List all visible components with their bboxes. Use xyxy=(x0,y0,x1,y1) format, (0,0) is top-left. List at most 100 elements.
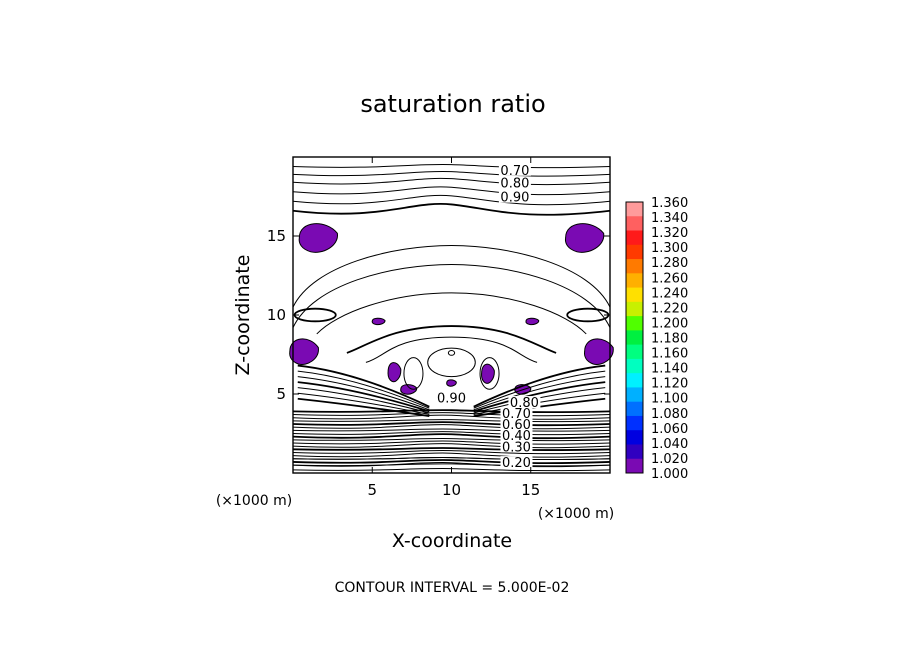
colorbar-swatch xyxy=(626,415,643,431)
contour-line xyxy=(292,194,611,206)
colorbar-swatch xyxy=(626,444,643,460)
colorbar-swatch xyxy=(626,358,643,374)
colorbar-swatch xyxy=(626,259,643,274)
contour-labels: 0.700.800.900.90 0.800.700.600.400.300.20 xyxy=(435,163,541,471)
contour-line xyxy=(292,431,611,436)
colorbar-swatch xyxy=(626,287,643,303)
y-axis-title: Z-coordinate xyxy=(232,255,254,376)
contour-line xyxy=(473,370,606,409)
contour-line xyxy=(297,376,430,411)
contour-interval-note: CONTOUR INTERVAL = 5.000E-02 xyxy=(335,580,570,596)
contour-lines xyxy=(292,164,611,472)
contour-line xyxy=(292,202,611,216)
shaded-region xyxy=(289,338,319,365)
colorbar-label: 1.320 xyxy=(651,226,688,241)
colorbar-swatch xyxy=(626,373,643,388)
contour-line xyxy=(297,364,430,408)
colorbar-label: 1.100 xyxy=(651,392,688,407)
contour-line xyxy=(297,392,430,416)
colorbar-label: 1.340 xyxy=(651,211,688,226)
contour-line xyxy=(297,381,430,413)
colorbar-label: 1.240 xyxy=(651,286,688,301)
contour-label: 0.90 xyxy=(437,391,466,406)
contour-line xyxy=(292,263,611,328)
colorbar-label: 1.120 xyxy=(651,377,688,392)
colorbar-label: 1.300 xyxy=(651,241,688,256)
y-tick-label: 10 xyxy=(267,306,286,324)
contour-label-bg xyxy=(435,391,468,404)
contour-label-bg xyxy=(498,176,531,189)
contour-label-bg xyxy=(498,190,531,203)
y-tick-label: 15 xyxy=(267,227,286,245)
contour-loop xyxy=(427,347,476,378)
contour-line xyxy=(292,414,611,420)
shaded-region xyxy=(446,379,457,387)
colorbar-swatch xyxy=(626,216,643,232)
colorbar-swatch xyxy=(626,458,643,474)
contour-label-bg xyxy=(500,456,533,469)
colorbar-swatch xyxy=(626,230,643,246)
contour-label: 0.80 xyxy=(500,176,529,191)
contour-line xyxy=(473,397,606,418)
x-tick-label: 15 xyxy=(521,481,540,499)
shaded-region xyxy=(298,223,338,253)
shaded-regions xyxy=(289,223,614,395)
chart-title: saturation ratio xyxy=(360,90,545,118)
colorbar-label: 1.060 xyxy=(651,422,688,437)
contour-line xyxy=(292,177,611,186)
contour-line xyxy=(292,452,611,458)
colorbar-swatch xyxy=(626,344,643,360)
colorbar-label: 1.280 xyxy=(651,256,688,271)
x-axis-title: X-coordinate xyxy=(392,530,512,552)
shaded-region xyxy=(525,317,540,326)
contour-label-bg xyxy=(500,407,533,420)
colorbar-label: 1.260 xyxy=(651,271,688,286)
contour-line xyxy=(473,387,606,414)
colorbar-swatch xyxy=(626,316,643,331)
colorbar-swatch xyxy=(626,301,643,317)
contour-label: 0.30 xyxy=(502,440,531,455)
contour-line xyxy=(292,186,611,196)
contour-line xyxy=(297,397,430,418)
contour-label: 0.90 xyxy=(500,191,529,206)
colorbar-swatch xyxy=(626,273,643,289)
shaded-region xyxy=(371,317,386,326)
contour-label-bg xyxy=(500,418,533,431)
colorbar-label: 1.080 xyxy=(651,407,688,422)
x-tick-label: 5 xyxy=(367,481,377,499)
contour-line xyxy=(292,424,611,430)
contour-line xyxy=(292,438,611,442)
colorbar-swatch xyxy=(626,244,643,260)
contour-line xyxy=(292,463,611,467)
colorbar-label: 1.020 xyxy=(651,452,688,467)
y-unit-label: (×1000 m) xyxy=(216,493,292,509)
contour-line xyxy=(473,381,606,413)
contour-line xyxy=(473,364,606,408)
contour-line xyxy=(292,419,611,423)
colorbar-label: 1.160 xyxy=(651,347,688,362)
contour-line xyxy=(292,459,611,464)
colorbar: 1.3601.3401.3201.3001.2801.2601.2401.220… xyxy=(625,196,688,482)
contour-line xyxy=(292,461,611,468)
contour-label-bg xyxy=(500,429,533,442)
colorbar-label: 1.360 xyxy=(651,196,688,211)
colorbar-label: 1.220 xyxy=(651,301,688,316)
contour-line xyxy=(365,336,538,363)
shaded-region xyxy=(387,362,402,383)
contour-label-bg xyxy=(498,163,531,176)
plot-area: 0.700.800.900.90 0.800.700.600.400.300.20 xyxy=(289,156,614,474)
colorbar-swatch xyxy=(626,202,643,217)
colorbar-swatch xyxy=(626,430,643,445)
colorbar-swatch xyxy=(626,330,643,346)
contour-line xyxy=(297,370,430,409)
y-axis-ticks: 5 10 15 xyxy=(267,227,610,403)
contour-line xyxy=(292,421,611,427)
contour-line xyxy=(292,440,611,445)
colorbar-label: 1.000 xyxy=(651,467,688,482)
contour-line xyxy=(292,428,611,432)
contour-line xyxy=(292,244,611,308)
contour-line xyxy=(316,292,587,335)
contour-label-bg xyxy=(500,440,533,453)
contour-line xyxy=(292,456,611,461)
